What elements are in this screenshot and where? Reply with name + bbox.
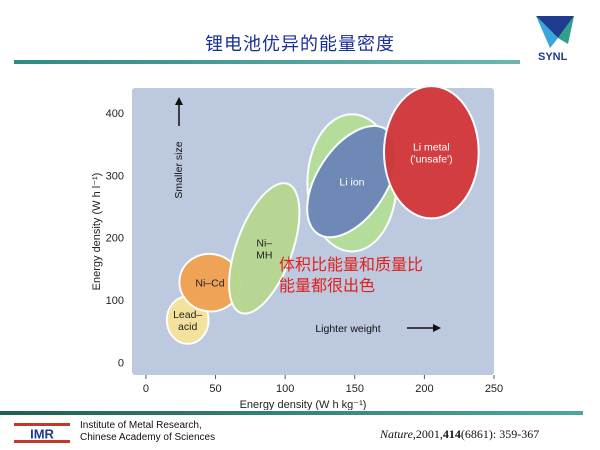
page-title: 锂电池优异的能量密度 bbox=[205, 34, 395, 55]
x-tick-label: 250 bbox=[485, 383, 503, 395]
institute-line-2: Chinese Academy of Sciences bbox=[80, 432, 216, 443]
x-tick-label: 150 bbox=[346, 383, 364, 395]
region-label-lead-acid: Lead– bbox=[173, 309, 202, 321]
citation-year: ,2001, bbox=[412, 427, 443, 441]
y-tick-label: 200 bbox=[106, 233, 124, 245]
annotation-layer: Smaller size Lighter weight bbox=[173, 97, 441, 335]
up-arrowhead-icon bbox=[175, 97, 183, 105]
annotation-line-2: 能量都很出色 bbox=[279, 276, 375, 295]
x-tick-label: 200 bbox=[415, 383, 433, 395]
y-tick-label: 100 bbox=[106, 295, 124, 307]
x-tick-label: 0 bbox=[143, 383, 149, 395]
x-tick-label: 50 bbox=[209, 383, 221, 395]
annotation-line-1: 体积比能量和质量比 bbox=[279, 255, 423, 274]
title-divider bbox=[14, 60, 520, 64]
region-label-ni-mh: MH bbox=[256, 249, 272, 261]
region-label-ni-mh: Ni– bbox=[256, 237, 272, 249]
smaller-size-label: Smaller size bbox=[173, 141, 185, 198]
citation-volume: 414 bbox=[442, 427, 461, 441]
institute-line-1: Institute of Metal Research, bbox=[80, 420, 202, 431]
x-tick-label: 100 bbox=[276, 383, 294, 395]
region-label-li-metal: ('unsafe') bbox=[410, 153, 453, 165]
citation-pages: (6861): 359-367 bbox=[460, 427, 540, 441]
right-arrowhead-icon bbox=[433, 324, 441, 332]
axes-layer: 0 50 100 150 200 250 0 100 200 300 400 Energy densi… bbox=[91, 108, 503, 410]
imr-logo-text: IMR bbox=[30, 427, 54, 442]
synl-logo-icon bbox=[536, 16, 574, 48]
citation-journal: Nature bbox=[380, 427, 413, 441]
institute-name: Institute of Metal Research, Chinese Aca… bbox=[80, 420, 215, 444]
imr-logo-icon: IMR bbox=[14, 423, 70, 443]
y-axis-label: Energy density (W h l⁻¹) bbox=[91, 173, 103, 291]
x-axis-label: Energy density (W h kg⁻¹) bbox=[240, 399, 367, 410]
region-label-lead-acid: acid bbox=[178, 321, 197, 333]
region-label-li-ion: Li ion bbox=[339, 177, 364, 189]
y-tick-label: 0 bbox=[118, 358, 124, 370]
region-li-metal bbox=[383, 85, 480, 220]
region-label-ni-cd: Ni–Cd bbox=[195, 278, 224, 290]
footer-divider bbox=[0, 411, 583, 415]
synl-logo-text: SYNL bbox=[538, 51, 568, 63]
lighter-weight-label: Lighter weight bbox=[315, 323, 380, 335]
y-tick-label: 300 bbox=[106, 170, 124, 182]
region-label-li-metal: Li metal bbox=[413, 141, 450, 153]
region-ni-mh bbox=[228, 182, 301, 315]
citation: Nature,2001,414(6861): 359-367 bbox=[380, 427, 539, 442]
y-tick-label: 400 bbox=[106, 108, 124, 120]
